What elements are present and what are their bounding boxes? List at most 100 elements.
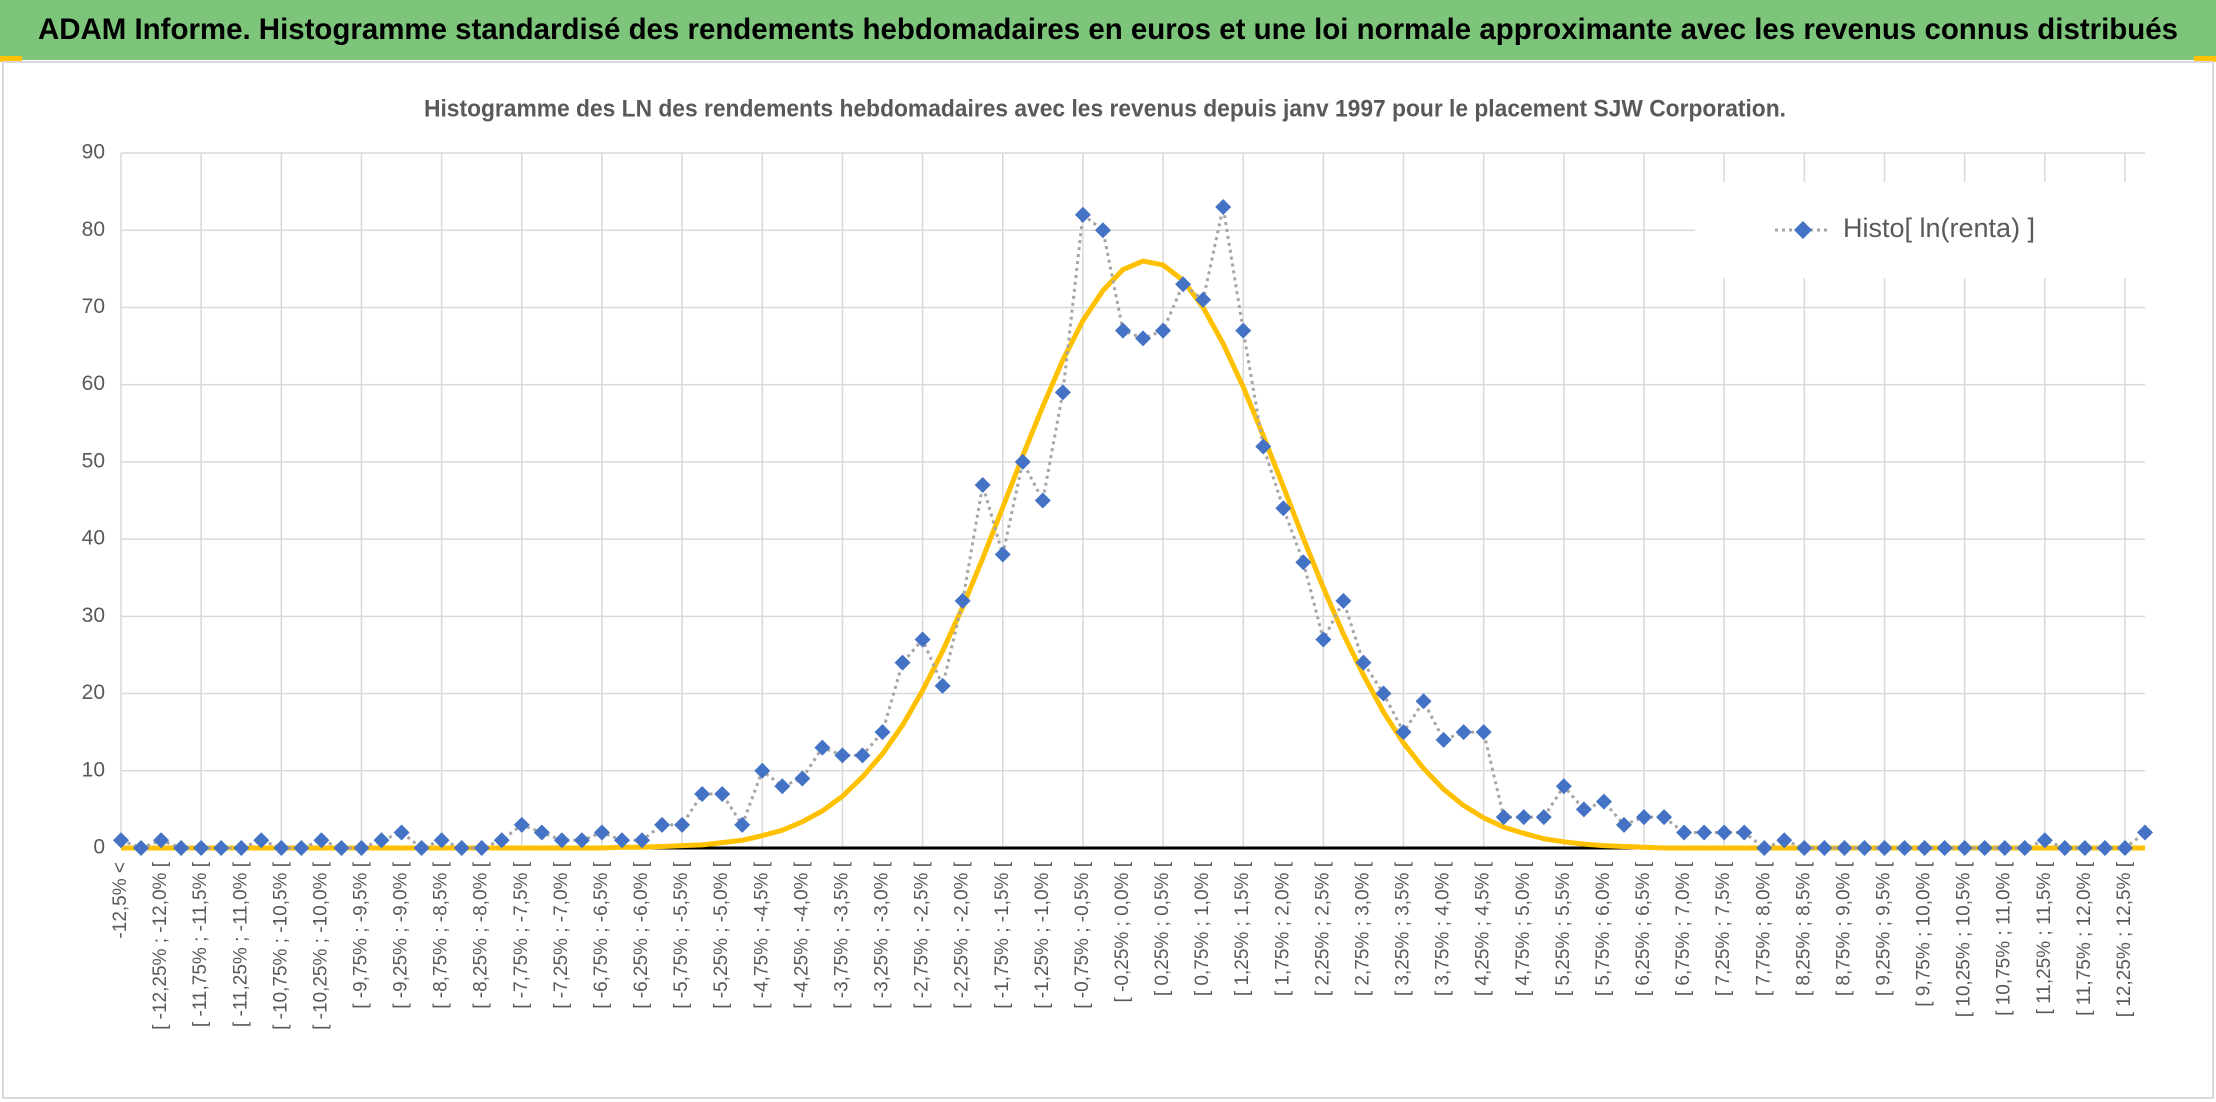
x-tick-label: [ -4,75% ; -4,5% [ [751, 861, 772, 1009]
marker [213, 840, 230, 856]
x-tick-label: [ -3,75% ; -3,5% [ [831, 861, 852, 1009]
legend-label: Histo[ ln(renta) ] [1843, 213, 2035, 243]
x-tick-label: [ 1,25% ; 1,5% [ [1232, 861, 1253, 996]
marker [1676, 824, 1693, 841]
x-tick-label: [ 11,75% ; 12,0% [ [2074, 861, 2095, 1016]
x-tick-label: [ 2,25% ; 2,5% [ [1312, 861, 1333, 996]
x-tick-label: [ 7,75% ; 8,0% [ [1753, 861, 1774, 996]
marker [994, 546, 1011, 563]
legend-box [1695, 182, 2155, 278]
marker [1996, 840, 2013, 856]
marker [734, 816, 751, 833]
x-tick-label: [ -9,25% ; -9,0% [ [391, 861, 412, 1009]
marker [1155, 322, 1172, 339]
marker [1636, 809, 1653, 826]
marker [854, 747, 871, 764]
marker [1615, 816, 1632, 833]
marker [1836, 840, 1853, 856]
x-tick-label: [ -0,75% ; -0,5% [ [1072, 861, 1093, 1009]
marker [433, 832, 450, 849]
y-tick-label: 70 [82, 295, 105, 318]
x-tick-label: [ -8,75% ; -8,5% [ [431, 861, 452, 1009]
marker [1315, 631, 1332, 648]
y-tick-label: 50 [82, 449, 105, 472]
marker [2016, 840, 2033, 856]
marker [1595, 793, 1612, 810]
marker [874, 724, 891, 741]
x-tick-label: [ -8,25% ; -8,0% [ [471, 861, 492, 1009]
marker [393, 824, 410, 841]
marker [694, 785, 711, 802]
x-tick-label: [ -6,25% ; -6,0% [ [631, 861, 652, 1009]
marker [1034, 492, 1051, 509]
x-tick-label: [ -5,25% ; -5,0% [ [711, 861, 732, 1009]
marker [233, 840, 250, 856]
marker [1395, 724, 1412, 741]
marker [1816, 840, 1833, 856]
x-tick-label: [ 0,25% ; 0,5% [ [1152, 861, 1173, 996]
marker [954, 592, 971, 609]
y-tick-label: 90 [82, 141, 105, 164]
marker [1876, 840, 1893, 856]
marker [1415, 693, 1432, 710]
x-tick-label: [ 8,25% ; 8,5% [ [1793, 861, 1814, 996]
x-tick-label: [ 4,25% ; 4,5% [ [1473, 861, 1494, 996]
marker [1515, 809, 1532, 826]
marker [473, 840, 490, 856]
x-tick-label: [ 4,75% ; 5,0% [ [1513, 861, 1534, 996]
x-tick-label: [ 5,25% ; 5,5% [ [1553, 861, 1574, 996]
header-bar [0, 0, 2216, 60]
marker [113, 832, 129, 849]
marker [714, 785, 731, 802]
x-tick-label: [ 9,25% ; 9,5% [ [1874, 861, 1895, 996]
y-tick-label: 0 [93, 836, 105, 859]
x-tick-label: [ -1,25% ; -1,0% [ [1032, 861, 1053, 1009]
x-tick-label: [ -10,75% ; -10,5% [ [270, 861, 291, 1030]
marker [1255, 438, 1272, 455]
y-tick-label: 80 [82, 218, 105, 241]
marker [2036, 832, 2053, 849]
marker [2096, 840, 2113, 856]
x-tick-label: [ -4,25% ; -4,0% [ [791, 861, 812, 1009]
x-tick-label: [ 11,25% ; 11,5% [ [2034, 861, 2055, 1014]
marker [453, 840, 470, 856]
marker [1495, 809, 1512, 826]
marker [1114, 322, 1131, 339]
marker [794, 770, 811, 787]
marker [1215, 199, 1232, 216]
x-tick-label: -12,5% < [110, 862, 131, 939]
marker [1475, 724, 1492, 741]
x-tick-label: [ 10,75% ; 11,0% [ [1994, 861, 2015, 1016]
marker [353, 840, 370, 856]
marker [1736, 824, 1753, 841]
x-tick-label: [ 3,25% ; 3,5% [ [1393, 861, 1414, 996]
marker [373, 832, 390, 849]
marker [413, 840, 430, 856]
page-title: ADAM Informe. Histogramme standardisé de… [38, 13, 2178, 46]
marker [1455, 724, 1472, 741]
marker [1936, 840, 1953, 856]
x-tick-label: [ 10,25% ; 10,5% [ [1954, 861, 1975, 1017]
marker [1535, 809, 1552, 826]
marker [553, 832, 570, 849]
x-tick-label: [ 7,25% ; 7,5% [ [1713, 861, 1734, 996]
x-tick-label: [ -2,25% ; -2,0% [ [952, 861, 973, 1009]
marker [533, 824, 550, 841]
marker [1856, 840, 1873, 856]
marker [1375, 685, 1392, 702]
marker [934, 677, 951, 694]
x-tick-label: [ -11,75% ; -11,5% [ [190, 861, 211, 1027]
marker [1776, 832, 1793, 849]
x-tick-label: [ 6,25% ; 6,5% [ [1633, 861, 1654, 996]
x-tick-label: [ 6,75% ; 7,0% [ [1673, 861, 1694, 996]
marker [1916, 840, 1933, 856]
marker [1696, 824, 1713, 841]
x-tick-label: [ -6,75% ; -6,5% [ [591, 861, 612, 1009]
marker [133, 840, 150, 856]
x-tick-label: [ -5,75% ; -5,5% [ [671, 861, 692, 1009]
marker [1235, 322, 1252, 339]
x-tick-label: [ -10,25% ; -10,0% [ [310, 861, 331, 1030]
marker [153, 832, 170, 849]
marker [1896, 840, 1913, 856]
